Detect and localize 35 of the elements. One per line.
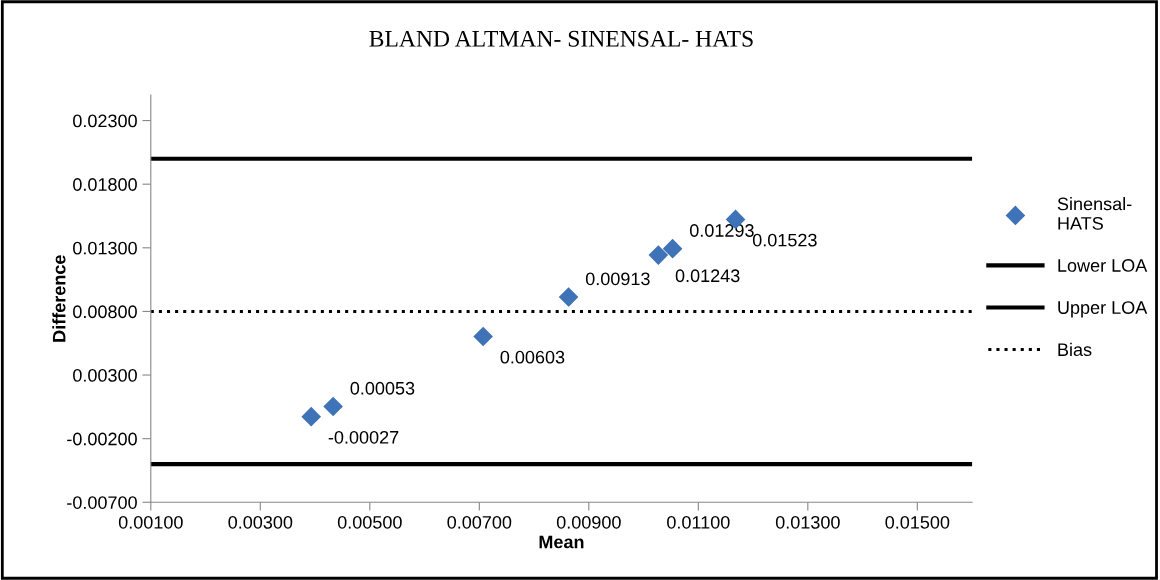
point	[648, 245, 668, 265]
data-label: 0.00603	[500, 350, 565, 364]
data-label: 0.01243	[675, 269, 740, 283]
point	[301, 407, 321, 427]
x-tick-label: 0.01100	[667, 515, 730, 529]
data-label: 0.00053	[350, 381, 415, 395]
x-tick-label: 0.00900	[556, 515, 621, 529]
x-tick-label: 0.00100	[118, 515, 183, 529]
point	[663, 239, 683, 259]
y-axis-title: Difference	[52, 255, 66, 342]
x-tick-label: 0.00500	[337, 515, 402, 529]
x-tick-label: 0.01300	[775, 515, 840, 529]
x-axis-title: Mean	[539, 535, 584, 549]
data-label: 0.01523	[752, 233, 817, 247]
legend-label: Sinensal- HATS	[1057, 197, 1132, 230]
y-tick-label: 0.00800	[73, 305, 137, 319]
legend-label: Upper LOA	[1058, 301, 1148, 318]
y-tick-label: -0.00200	[67, 432, 137, 446]
legend-label: Lower LOA	[1058, 259, 1148, 272]
x-tick-label: 0.00700	[447, 515, 512, 529]
point	[473, 326, 493, 347]
legend-label: Bias	[1058, 342, 1092, 357]
x-tick-label: 0.00300	[228, 515, 293, 529]
chart-title: BLAND ALTMAN- SINENSAL- HATS	[369, 30, 753, 47]
y-tick-label: 0.00300	[73, 368, 137, 382]
point	[323, 396, 343, 417]
y-tick-label: -0.00700	[67, 496, 137, 509]
y-tick-label: 0.01800	[73, 178, 137, 191]
data-label: 0.01293	[689, 224, 754, 237]
y-tick-label: 0.01300	[73, 241, 137, 255]
data-label: 0.00913	[585, 272, 650, 286]
x-tick-label: 0.01500	[885, 515, 950, 529]
point	[559, 287, 579, 307]
y-tick-label: 0.02300	[73, 114, 137, 128]
data-label: -0.00027	[328, 430, 399, 444]
